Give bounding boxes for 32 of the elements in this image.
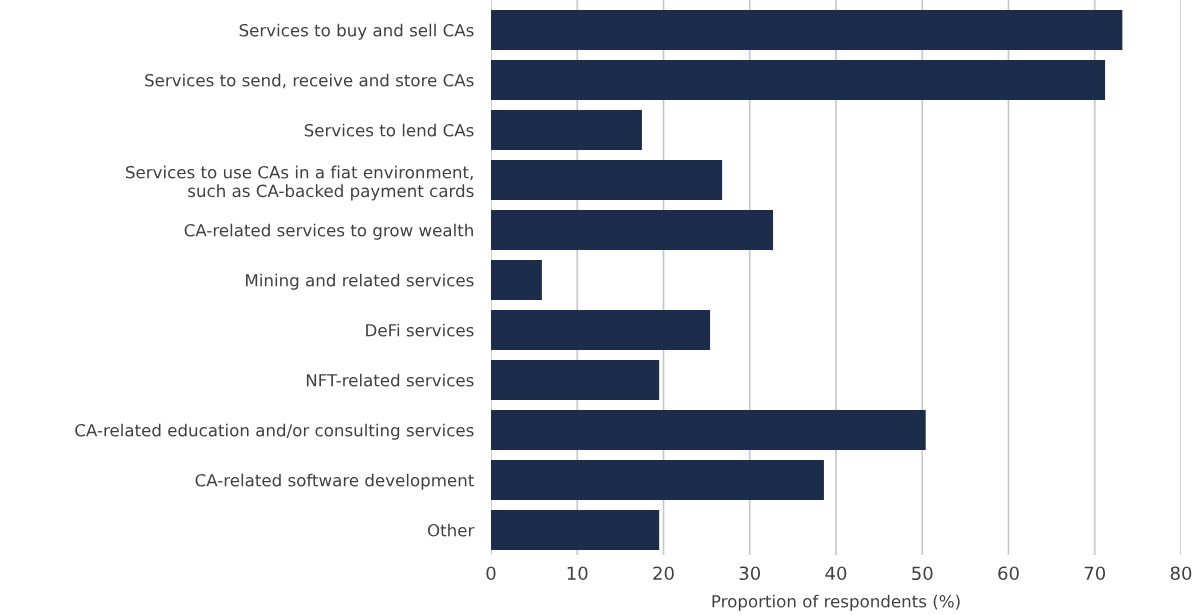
x-tick-label: 40 <box>825 566 847 581</box>
y-tick-label: CA-related education and/or consulting services <box>75 423 474 440</box>
x-tick-label: 70 <box>1084 566 1106 581</box>
bar <box>491 310 711 350</box>
y-tick-label: Services to send, receive and store CAs <box>145 73 474 89</box>
bar <box>491 410 926 450</box>
x-tick-label: 80 <box>1170 566 1192 581</box>
x-tick-label: 60 <box>998 566 1019 581</box>
bar <box>491 210 774 250</box>
y-tick-label: CA-related software development <box>195 473 474 490</box>
bar <box>491 510 660 550</box>
y-tick-label: Mining and related services <box>246 273 474 290</box>
x-tick-label: 30 <box>739 566 761 581</box>
x-tick-label: 50 <box>912 566 933 581</box>
bar <box>491 260 542 300</box>
y-tick-label: Services to buy and sell CAs <box>239 23 474 40</box>
y-tick-label: Other <box>427 523 475 537</box>
bar <box>491 360 660 400</box>
bar <box>491 160 723 200</box>
x-tick-label: 10 <box>567 566 588 581</box>
y-tick-label: DeFi services <box>366 323 474 337</box>
y-tick-label: Services to use CAs in a fiat environment, such as CA-backed payment cards <box>126 165 474 201</box>
x-tick-label: 0 <box>486 566 496 581</box>
bar <box>491 460 824 500</box>
y-tick-label: Services to lend CAs <box>304 123 474 137</box>
y-tick-label: CA-related services to grow wealth <box>184 223 473 240</box>
bar <box>491 60 1106 100</box>
y-tick-label: NFT-related services <box>306 373 474 387</box>
bar <box>491 110 642 150</box>
bar <box>491 10 1123 50</box>
x-axis-title: Proportion of respondents (%) <box>712 594 960 611</box>
x-tick-label: 20 <box>653 566 674 581</box>
